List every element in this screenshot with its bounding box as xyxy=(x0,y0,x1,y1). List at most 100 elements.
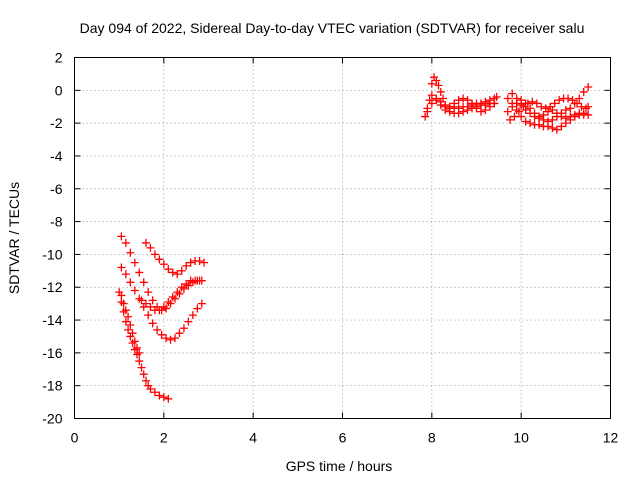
chart-title: Day 094 of 2022, Sidereal Day-to-day VTE… xyxy=(80,20,585,36)
data-point-marker xyxy=(164,297,173,306)
x-tick-label: 6 xyxy=(339,430,347,446)
data-point-marker xyxy=(528,97,537,106)
data-point-marker xyxy=(168,293,177,302)
data-point-marker xyxy=(463,106,472,115)
data-point-marker xyxy=(517,101,526,110)
data-point-marker xyxy=(130,286,139,295)
data-point-marker xyxy=(121,270,130,279)
data-point-marker xyxy=(459,107,468,116)
y-tick-label: -16 xyxy=(42,345,62,361)
y-tick-label: 0 xyxy=(55,82,63,98)
data-point-marker xyxy=(514,107,523,116)
y-tick-label: -14 xyxy=(42,312,62,328)
x-tick-label: 0 xyxy=(71,430,79,446)
data-point-marker xyxy=(173,288,182,297)
data-series xyxy=(117,291,144,357)
data-point-marker xyxy=(468,99,477,108)
data-point-marker xyxy=(508,89,517,98)
data-point-marker xyxy=(155,306,164,315)
data-point-marker xyxy=(182,279,191,288)
y-tick-label: -4 xyxy=(50,148,63,164)
y-tick-label: -6 xyxy=(50,181,63,197)
data-series xyxy=(506,94,593,124)
data-point-marker xyxy=(552,125,561,134)
data-point-marker xyxy=(146,302,155,311)
data-point-marker xyxy=(436,101,445,110)
data-point-marker xyxy=(141,238,150,247)
data-points xyxy=(115,73,593,403)
data-point-marker xyxy=(135,348,144,357)
data-point-marker xyxy=(564,94,573,103)
data-point-marker xyxy=(130,258,139,267)
data-series xyxy=(117,263,206,344)
data-point-marker xyxy=(537,102,546,111)
data-point-marker xyxy=(526,109,535,118)
data-point-marker xyxy=(548,106,557,115)
data-point-marker xyxy=(543,122,552,131)
data-point-marker xyxy=(157,330,166,339)
data-point-marker xyxy=(427,79,436,88)
data-point-marker xyxy=(573,99,581,108)
data-point-marker xyxy=(459,94,468,103)
data-point-marker xyxy=(490,99,499,108)
data-point-marker xyxy=(441,106,450,115)
data-point-marker xyxy=(427,91,436,100)
data-point-marker xyxy=(566,104,575,113)
grid-lines xyxy=(74,57,611,419)
data-point-marker xyxy=(557,112,566,121)
y-tick-label: 2 xyxy=(55,50,63,66)
data-point-marker xyxy=(532,99,541,108)
data-point-marker xyxy=(570,110,579,119)
x-tick-label: 10 xyxy=(513,430,529,446)
data-series xyxy=(141,238,209,279)
data-point-marker xyxy=(584,83,593,92)
x-tick-label: 2 xyxy=(160,430,168,446)
data-point-marker xyxy=(179,324,188,333)
data-point-marker xyxy=(476,107,485,116)
data-point-marker xyxy=(508,99,517,108)
data-point-marker xyxy=(148,319,157,328)
data-point-marker xyxy=(150,388,159,397)
x-tick-label: 4 xyxy=(249,430,257,446)
data-point-marker xyxy=(579,109,588,118)
data-point-marker xyxy=(555,96,564,105)
data-point-marker xyxy=(171,334,179,343)
data-series xyxy=(508,89,588,123)
data-point-marker xyxy=(124,325,133,334)
x-axis-label: GPS time / hours xyxy=(286,458,393,474)
data-point-marker xyxy=(445,104,454,113)
data-point-marker xyxy=(503,107,512,116)
data-point-marker xyxy=(117,291,126,300)
data-point-marker xyxy=(121,238,130,247)
tick-labels: 0 2 4 6 8 10 12 2 0 -2 -4 -6 -8 -10 -12 -14 -16 -18 -20 xyxy=(42,50,618,446)
data-point-marker xyxy=(485,102,494,111)
data-point-marker xyxy=(139,370,148,379)
data-point-marker xyxy=(503,94,512,103)
data-point-marker xyxy=(200,258,209,267)
data-point-marker xyxy=(177,283,186,292)
data-point-marker xyxy=(141,376,150,385)
y-tick-label: -18 xyxy=(42,378,62,394)
data-point-marker xyxy=(159,393,168,402)
data-point-marker xyxy=(432,94,441,103)
data-point-marker xyxy=(121,306,130,315)
data-point-marker xyxy=(548,115,557,124)
data-point-marker xyxy=(561,106,570,115)
data-point-marker xyxy=(139,278,148,287)
data-point-marker xyxy=(436,87,445,96)
data-point-marker xyxy=(579,87,588,96)
data-point-marker xyxy=(124,312,133,321)
data-point-marker xyxy=(146,384,155,393)
data-point-marker xyxy=(450,99,459,108)
data-point-marker xyxy=(454,109,463,118)
data-point-marker xyxy=(512,94,521,103)
data-point-marker xyxy=(135,268,144,277)
data-point-marker xyxy=(523,99,532,108)
data-point-marker xyxy=(472,104,481,113)
data-point-marker xyxy=(521,117,530,126)
y-tick-label: -8 xyxy=(50,214,63,230)
data-point-marker xyxy=(577,102,586,111)
data-point-marker xyxy=(128,329,137,338)
data-point-marker xyxy=(530,112,539,121)
